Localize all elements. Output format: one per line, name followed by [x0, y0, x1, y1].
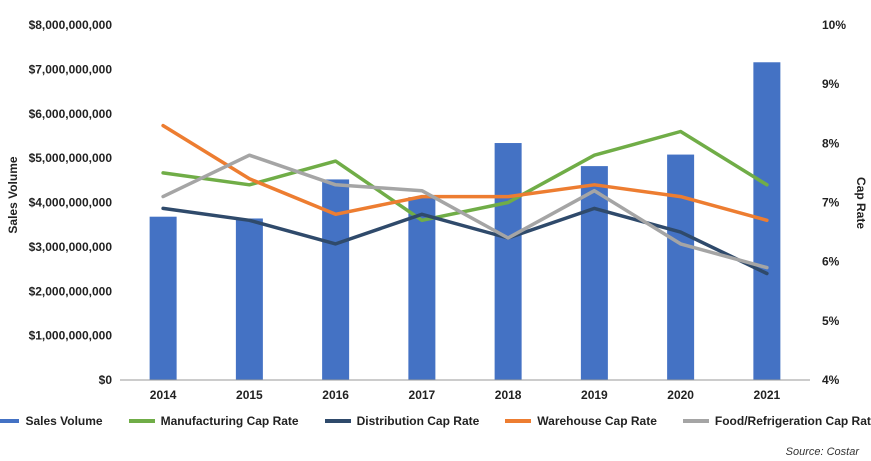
left-tick-label: $5,000,000,000 [29, 151, 113, 165]
legend-swatch [505, 419, 532, 423]
right-axis-title: Cap Rate [854, 177, 868, 229]
legend-item-distribution-cap-rate: Distribution Cap Rate [324, 414, 480, 428]
x-tick-label: 2015 [236, 388, 263, 402]
left-axis-ticks: $0 $1,000,000,000 $2,000,000,000 $3,000,000… [29, 18, 113, 387]
right-tick-label: 7% [822, 196, 840, 210]
x-axis-ticks: 2014 2015 2016 2017 2018 2019 2020 2021 [150, 388, 781, 402]
x-tick-label: 2014 [150, 388, 177, 402]
left-tick-label: $3,000,000,000 [29, 240, 113, 254]
left-tick-label: $4,000,000,000 [29, 196, 113, 210]
legend-item-manufacturing-cap-rate: Manufacturing Cap Rate [128, 414, 299, 428]
right-tick-label: 4% [822, 373, 840, 387]
manufacturing-cap-rate-line [161, 129, 769, 223]
right-axis-ticks: 4% 5% 6% 7% 8% 9% 10% [822, 18, 846, 387]
x-tick-label: 2021 [754, 388, 781, 402]
left-tick-label: $1,000,000,000 [29, 329, 113, 343]
legend-swatch [324, 419, 351, 423]
warehouse-cap-rate-line [161, 123, 769, 223]
legend-item-warehouse-cap-rate: Warehouse Cap Rate [505, 414, 657, 428]
left-tick-label: $2,000,000,000 [29, 284, 113, 298]
legend-item-sales-volume: Sales Volume [0, 414, 103, 428]
source-note: Source: Costar [785, 446, 859, 458]
left-tick-label: $8,000,000,000 [29, 18, 113, 32]
legend-swatch [128, 419, 155, 423]
x-tick-label: 2016 [322, 388, 349, 402]
right-tick-label: 5% [822, 314, 840, 328]
right-tick-label: 9% [822, 77, 840, 91]
right-tick-label: 10% [822, 18, 846, 32]
left-axis-title: Sales Volume [6, 156, 20, 233]
legend-item-food-refrigeration-cap-rate: Food/Refrigeration Cap Rate [682, 414, 871, 428]
sales-volume-bar [235, 218, 263, 380]
legend-label: Manufacturing Cap Rate [160, 414, 299, 428]
distribution-cap-rate-line [161, 206, 769, 276]
sales-volume-bar [494, 143, 522, 380]
right-tick-label: 8% [822, 136, 840, 150]
sales-volume-bars [149, 62, 781, 381]
right-tick-label: 6% [822, 255, 840, 269]
legend-label: Distribution Cap Rate [356, 414, 480, 428]
x-tick-label: 2017 [409, 388, 436, 402]
combo-chart: $0 $1,000,000,000 $2,000,000,000 $3,000,000… [6, 18, 868, 402]
x-tick-label: 2020 [667, 388, 694, 402]
sales-volume-bar [580, 166, 608, 380]
left-tick-label: $7,000,000,000 [29, 62, 113, 76]
left-tick-label: $6,000,000,000 [29, 107, 113, 121]
legend-swatch [0, 419, 20, 423]
x-tick-label: 2019 [581, 388, 608, 402]
chart-legend: Sales Volume Manufacturing Cap Rate Distri… [0, 414, 871, 428]
sales-volume-bar [149, 216, 177, 380]
cap-rate-lines [161, 123, 769, 276]
legend-swatch [682, 419, 709, 423]
x-tick-label: 2018 [495, 388, 522, 402]
legend-label: Sales Volume [25, 414, 103, 428]
food-refrigeration-cap-rate-line [161, 153, 769, 270]
left-tick-label: $0 [99, 373, 113, 387]
legend-label: Food/Refrigeration Cap Rate [714, 414, 871, 428]
legend-label: Warehouse Cap Rate [537, 414, 657, 428]
sales-volume-bar [667, 154, 695, 380]
sales-volume-bar [408, 197, 436, 380]
